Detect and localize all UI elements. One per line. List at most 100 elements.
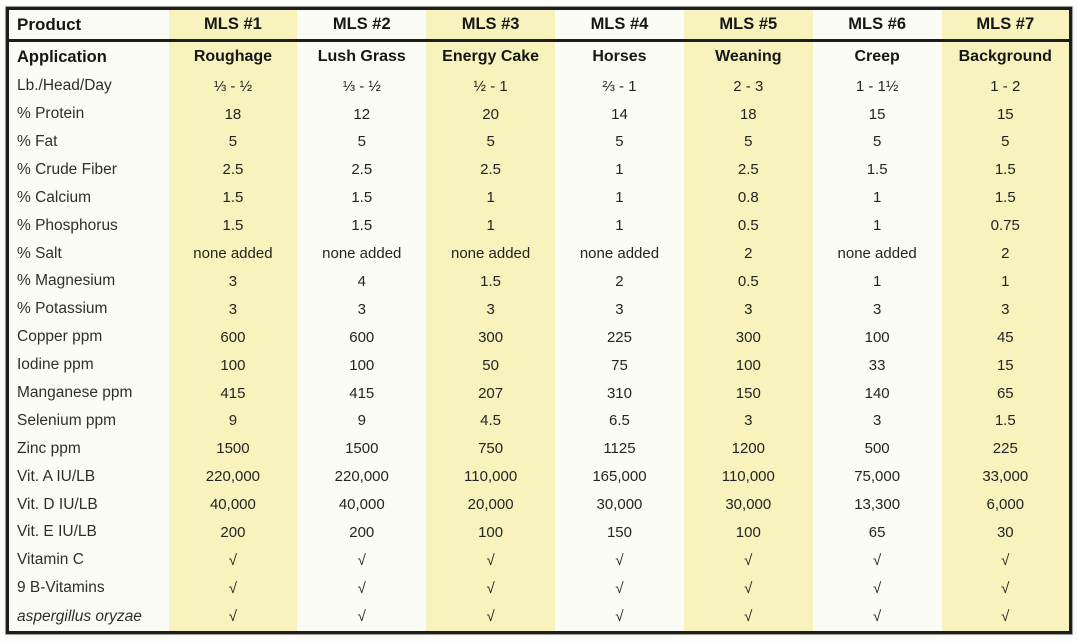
cell: 1 bbox=[872, 272, 882, 290]
cell: 13,300 bbox=[854, 496, 901, 514]
cell: 1.5 bbox=[941, 406, 1071, 435]
cell: 5 bbox=[872, 133, 882, 151]
cell: 1.5 bbox=[426, 267, 556, 296]
cell: 20 bbox=[426, 100, 556, 129]
cell: 1.5 bbox=[168, 211, 298, 240]
cell: 1 bbox=[615, 161, 624, 179]
cell: none added bbox=[426, 239, 556, 268]
cell: √ bbox=[683, 602, 813, 633]
cell: 750 bbox=[426, 434, 556, 463]
cell: 1 bbox=[615, 217, 624, 235]
cell: 3 bbox=[426, 295, 556, 324]
row-label: Lb./Head/Day bbox=[17, 77, 112, 95]
row-label: % Magnesium bbox=[17, 272, 116, 290]
cell: √ bbox=[615, 579, 624, 597]
row-label: Vitamin C bbox=[17, 551, 84, 569]
cell: 15 bbox=[868, 105, 886, 123]
cell: 3 bbox=[872, 412, 882, 430]
cell: 18 bbox=[683, 100, 813, 129]
cell: √ bbox=[615, 608, 624, 626]
cell: 1 bbox=[426, 183, 556, 212]
product-header-cell: Product bbox=[7, 8, 169, 42]
row-label: Manganese ppm bbox=[17, 384, 133, 401]
cell: 75 bbox=[611, 356, 628, 374]
row-label: % Phosphorus bbox=[17, 216, 118, 234]
cell: 415 bbox=[349, 384, 375, 402]
cell: 0.8 bbox=[683, 183, 813, 212]
cell: 1 bbox=[941, 267, 1071, 296]
cell: 200 bbox=[168, 518, 298, 547]
cell: 100 bbox=[683, 351, 813, 380]
cell: 600 bbox=[349, 328, 375, 346]
cell: 5 bbox=[357, 133, 366, 151]
cell: 1.5 bbox=[941, 183, 1071, 212]
cell: √ bbox=[873, 579, 882, 597]
cell: 4.5 bbox=[426, 406, 556, 435]
table-row: Iodine ppm 100 100 50 75 100 33 15 bbox=[8, 351, 1071, 380]
cell: 1.5 bbox=[351, 217, 373, 235]
cell: Weaning bbox=[683, 40, 813, 73]
row-label: Iodine ppm bbox=[17, 356, 94, 374]
table-row: % Protein 18 12 20 14 18 15 15 bbox=[8, 100, 1071, 129]
row-label: Zinc ppm bbox=[17, 439, 81, 457]
cell: √ bbox=[426, 574, 556, 603]
cell: 40,000 bbox=[168, 490, 298, 519]
cell: 50 bbox=[426, 351, 556, 380]
cell: 220,000 bbox=[334, 468, 389, 486]
cell: none added bbox=[837, 245, 917, 263]
cell: 33 bbox=[868, 356, 886, 374]
cell: 4 bbox=[357, 272, 366, 290]
cell: none added bbox=[322, 245, 402, 263]
cell: 45 bbox=[941, 323, 1071, 352]
column-header-1: MLS #1 bbox=[168, 8, 298, 42]
cell: √ bbox=[168, 602, 298, 633]
cell: 150 bbox=[606, 523, 632, 541]
row-label: % Potassium bbox=[17, 300, 108, 318]
cell: 9 bbox=[357, 412, 366, 430]
table-row: Copper ppm 600 600 300 225 300 100 45 bbox=[8, 323, 1071, 352]
cell: 0.5 bbox=[683, 267, 813, 296]
cell: 1 bbox=[615, 189, 624, 207]
column-header-7: MLS #7 bbox=[941, 8, 1071, 42]
cell: 3 bbox=[168, 267, 298, 296]
cell: 110,000 bbox=[683, 462, 813, 491]
cell: √ bbox=[426, 602, 556, 633]
row-label: Selenium ppm bbox=[17, 411, 117, 429]
row-label: Application bbox=[17, 47, 107, 66]
cell: 100 bbox=[168, 351, 298, 380]
cell: 140 bbox=[864, 384, 890, 402]
cell: Lush Grass bbox=[317, 48, 406, 66]
row-label: Vit. A IU/LB bbox=[17, 467, 96, 485]
cell: 207 bbox=[426, 379, 556, 407]
cell: 6.5 bbox=[609, 412, 630, 430]
cell: 30 bbox=[941, 518, 1071, 547]
row-label: Vit. D IU/LB bbox=[17, 495, 98, 513]
cell: 65 bbox=[868, 523, 886, 541]
cell: 1 bbox=[426, 211, 556, 240]
cell: 30,000 bbox=[683, 490, 813, 519]
cell: 5 bbox=[426, 128, 556, 156]
table-row: % Fat 5 5 5 5 5 5 5 bbox=[8, 128, 1071, 156]
cell: 225 bbox=[606, 328, 632, 346]
table-row: % Potassium 3 3 3 3 3 3 3 bbox=[8, 295, 1071, 324]
cell: 2 - 3 bbox=[683, 72, 813, 101]
cell: 2.5 bbox=[168, 155, 298, 184]
table-row: Selenium ppm 9 9 4.5 6.5 3 3 1.5 bbox=[8, 406, 1071, 435]
table-row: % Phosphorus 1.5 1.5 1 1 0.5 1 0.75 bbox=[8, 211, 1071, 240]
cell: 1500 bbox=[345, 440, 379, 458]
row-label: % Protein bbox=[17, 105, 85, 123]
cell: 5 bbox=[941, 128, 1071, 156]
cell: √ bbox=[683, 574, 813, 603]
cell: 3 bbox=[683, 406, 813, 435]
cell: 150 bbox=[683, 379, 813, 407]
column-header-5: MLS #5 bbox=[683, 8, 813, 42]
table-row: Application Roughage Lush Grass Energy Cake… bbox=[8, 40, 1071, 73]
row-label: % Salt bbox=[17, 244, 62, 262]
cell: 30,000 bbox=[596, 496, 643, 514]
cell: 1500 bbox=[168, 434, 298, 463]
row-label: Copper ppm bbox=[17, 328, 103, 346]
table-row: Vit. E IU/LB 200 200 100 150 100 65 30 bbox=[8, 518, 1071, 547]
cell: 5 bbox=[615, 133, 624, 151]
table-row: Vitamin C √ √ √ √ √ √ √ bbox=[8, 546, 1071, 575]
